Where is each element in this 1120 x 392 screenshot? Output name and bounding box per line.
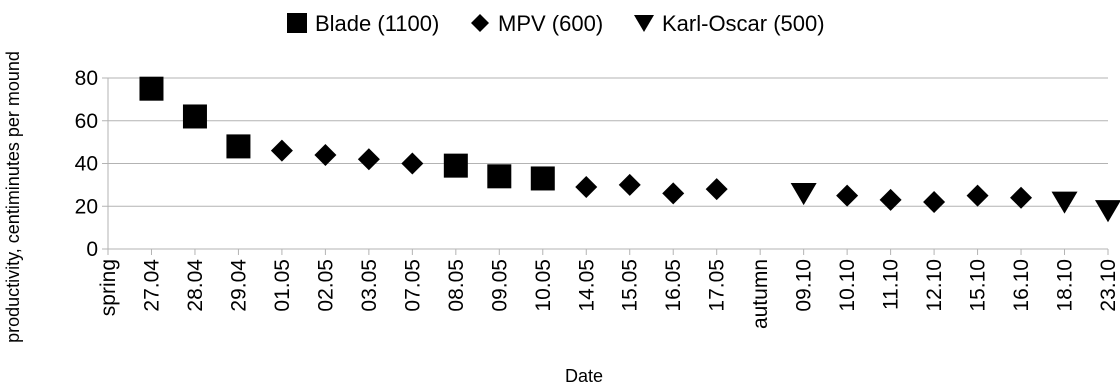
x-tick-label: 16.10 (1010, 259, 1033, 312)
data-point-diamond (923, 190, 946, 213)
data-point-diamond (575, 176, 598, 199)
data-point-diamond (836, 184, 859, 207)
x-tick-label: 09.10 (793, 259, 816, 312)
data-point-diamond (705, 178, 728, 201)
x-tick-label: 11.10 (880, 259, 903, 310)
x-tick-label: 29.04 (227, 259, 250, 312)
data-point-triangle (790, 183, 817, 206)
x-tick-label: 09.05 (488, 259, 511, 312)
y-tick-label: 40 (75, 153, 98, 176)
plot-area (139, 76, 1120, 223)
data-point-diamond (966, 184, 989, 207)
data-point-square (139, 76, 164, 101)
data-point-square (182, 104, 207, 129)
data-point-triangle (1095, 200, 1120, 223)
data-point-diamond (357, 148, 380, 171)
x-tick-label: 15.10 (967, 259, 990, 312)
x-tick-label: 03.05 (358, 259, 381, 312)
y-axis-label: productivity, centiminutes per mound (3, 51, 23, 343)
data-point-diamond (314, 143, 337, 166)
x-tick-label: 01.05 (271, 259, 294, 312)
x-tick-label: 07.05 (401, 259, 424, 312)
x-tick-label: 16.05 (662, 259, 685, 312)
data-point-diamond (1010, 186, 1033, 209)
x-tick-label: autumn (749, 259, 772, 329)
data-point-diamond (270, 139, 293, 162)
legend-marker-diamond (471, 14, 489, 32)
x-tick-label: 27.04 (140, 259, 163, 312)
legend-item: MPV (600) (471, 11, 603, 36)
data-point-square (443, 153, 468, 178)
grid (108, 77, 1108, 250)
y-tick-label: 80 (75, 67, 98, 90)
legend-item: Karl-Oscar (500) (634, 11, 825, 36)
x-tick-label: 10.10 (836, 259, 859, 312)
x-tick-label: 02.05 (314, 259, 337, 312)
legend-marker-square (287, 13, 307, 33)
y-tick-label: 20 (75, 195, 98, 218)
data-point-square (226, 134, 251, 159)
x-tick-label: spring (97, 259, 120, 316)
data-point-diamond (401, 152, 424, 175)
x-tick-label: 08.05 (445, 259, 468, 312)
data-point-diamond (662, 182, 685, 205)
legend-marker-triangle-down (634, 15, 654, 32)
x-axis-label: Date (565, 366, 603, 386)
data-point-diamond (618, 173, 641, 196)
x-tick-label: 14.05 (575, 259, 598, 312)
x-tick-label: 23.10 (1097, 259, 1120, 312)
legend: Blade (1100) MPV (600) Karl-Oscar (500) (287, 11, 825, 36)
data-point-square (530, 166, 555, 191)
legend-label: Blade (1100) (315, 11, 439, 36)
x-tick-label: 28.04 (184, 259, 207, 312)
data-point-square (487, 164, 512, 189)
data-point-diamond (879, 188, 902, 211)
data-point-triangle (1051, 191, 1078, 214)
y-tick-label: 60 (75, 110, 98, 133)
x-tick-label: 18.10 (1054, 259, 1077, 312)
x-tick-label: 10.05 (532, 259, 555, 312)
x-tick-label: 17.05 (706, 259, 729, 312)
x-tick-label: 15.05 (619, 259, 642, 312)
legend-label: MPV (600) (498, 11, 603, 36)
legend-item: Blade (1100) (287, 11, 439, 36)
x-tick-label: 12.10 (923, 259, 946, 312)
legend-label: Karl-Oscar (500) (662, 11, 825, 36)
y-tick-label: 0 (86, 238, 98, 261)
x-axis: spring 27.04 28.04 29.04 01.05 02.05 03.05 07.0… (97, 249, 1120, 329)
y-axis: 0 20 40 60 80 (75, 67, 109, 261)
